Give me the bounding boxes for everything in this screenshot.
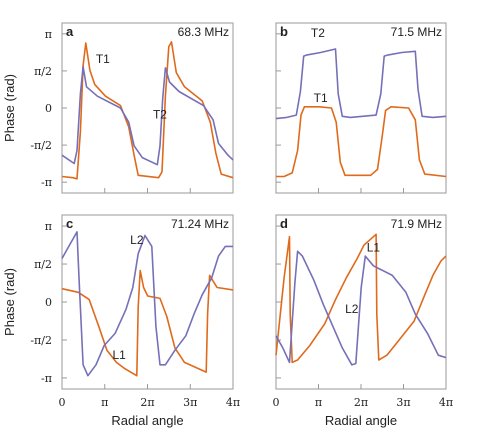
y-tick-label: π: [45, 220, 52, 233]
series-label-t1: T1: [314, 91, 328, 105]
series-line-t2: [61, 65, 234, 166]
frequency-label: 71.5 MHz: [391, 25, 442, 39]
panel-letter: c: [66, 216, 73, 231]
series-line-t1: [276, 106, 447, 178]
x-tick-label: 3π: [183, 396, 197, 409]
y-axis-title: Phase (rad): [2, 74, 17, 142]
y-tick-label: -π: [41, 372, 52, 385]
x-tick-label: 0: [273, 396, 280, 409]
panel-a: π π/2 0 -π/2 -π T1 T2 a 68.3 MHz Phase (rad): [2, 22, 234, 194]
plot-frame: [61, 214, 234, 390]
x-tick-label: 3π: [396, 396, 410, 409]
panel-d: 0 π 2π 3π 4π L1 L2 d 71.9 MHz Radial angle: [273, 214, 453, 428]
series-label-l2: L2: [130, 233, 144, 247]
series-label-l1: L1: [112, 348, 126, 362]
frequency-label: 71.24 MHz: [171, 217, 229, 231]
series-label-l2: L2: [345, 302, 359, 316]
series-label-t2: T2: [153, 108, 167, 122]
panel-letter: b: [280, 24, 288, 39]
series-line-l1: [61, 269, 234, 377]
x-tick-label: 0: [59, 396, 66, 409]
y-tick-label: -π/2: [30, 334, 52, 347]
x-tick-label: 4π: [226, 396, 240, 409]
panel-letter: a: [66, 24, 74, 39]
series-label-l1: L1: [367, 240, 381, 254]
x-tick-label: π: [315, 396, 322, 409]
plot-frame: [61, 22, 234, 194]
y-tick-label: π/2: [34, 65, 52, 78]
x-tick-label: π: [101, 396, 108, 409]
series-line-t2: [275, 48, 447, 120]
x-axis-title: Radial angle: [325, 413, 397, 428]
series-line-l2: [275, 250, 447, 366]
y-axis-title: Phase (rad): [2, 268, 17, 336]
plot-frame: [275, 214, 447, 390]
series-label-t1: T1: [96, 52, 110, 66]
x-tick-label: 2π: [140, 396, 154, 409]
series-line-t1: [61, 41, 234, 180]
y-tick-label: 0: [45, 102, 52, 115]
y-tick-label: -π: [41, 176, 52, 189]
y-tick-label: π: [45, 28, 52, 41]
x-tick-label: 2π: [354, 396, 368, 409]
x-tick-label: 4π: [439, 396, 453, 409]
frequency-label: 68.3 MHz: [178, 25, 229, 39]
series-label-t2: T2: [311, 26, 325, 40]
panel-c: π π/2 0 -π/2 -π 0 π 2π 3π 4π L1 L2 c 71.24 MHz Phase (…: [2, 214, 240, 428]
panel-letter: d: [280, 216, 288, 231]
series-line-l2: [61, 231, 233, 377]
y-tick-label: 0: [45, 296, 52, 309]
panel-b: T1 T2 b 71.5 MHz: [275, 22, 447, 194]
y-tick-label: π/2: [34, 258, 52, 271]
x-axis-title: Radial angle: [111, 413, 183, 428]
frequency-label: 71.9 MHz: [391, 217, 442, 231]
y-tick-label: -π/2: [30, 139, 52, 152]
